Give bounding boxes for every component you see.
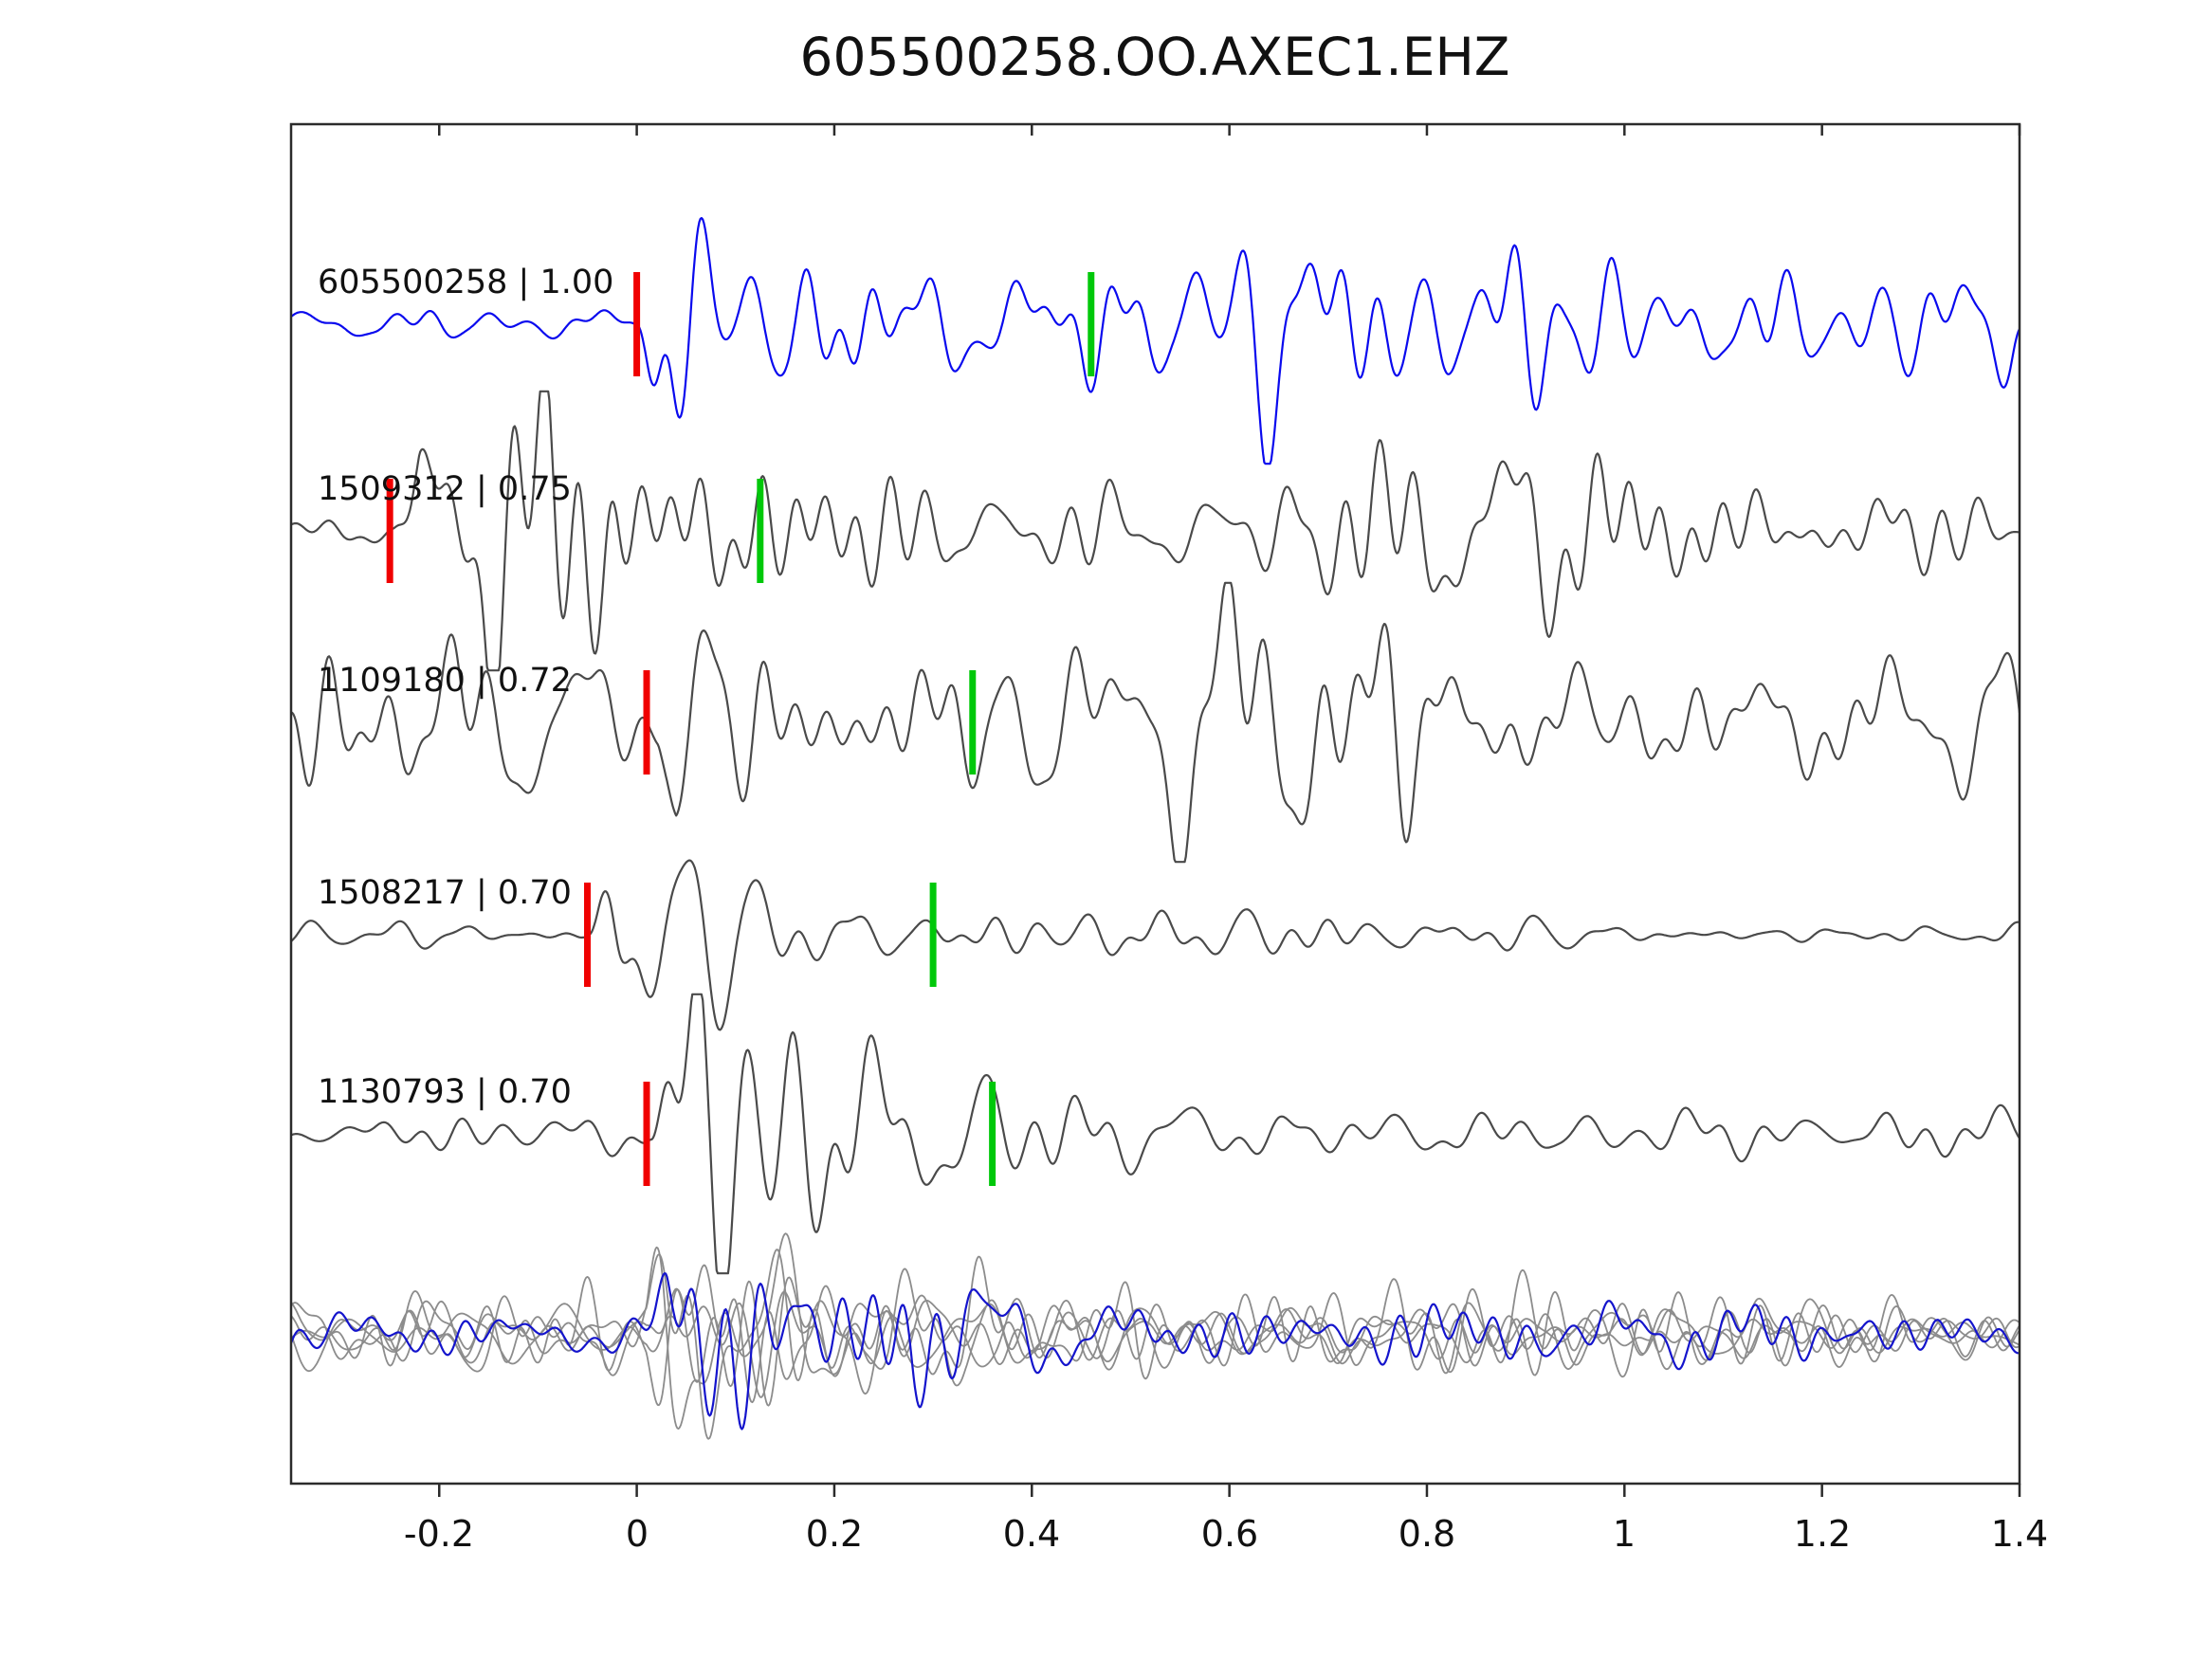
trace-line-605500258 [291, 216, 2020, 465]
trace-line-1109180 [291, 581, 2020, 864]
x-tick-label: 0.4 [1002, 1513, 1061, 1555]
x-tick-label: 0.6 [1200, 1513, 1259, 1555]
x-tick-label: 0 [625, 1513, 649, 1555]
trace-line-1509312 [291, 390, 2020, 672]
trace-label-1109180: 1109180 | 0.72 [318, 662, 572, 700]
trace-line-1508217 [291, 859, 2020, 1031]
x-tick-label: 1 [1612, 1513, 1636, 1555]
overlay-gray-trace-1 [291, 1268, 2020, 1407]
x-tick-label: 1.4 [1990, 1513, 2049, 1555]
overlay-gray-trace-3 [291, 1255, 2020, 1407]
trace-label-1508217: 1508217 | 0.70 [318, 874, 572, 912]
x-tick-label: 1.2 [1793, 1513, 1852, 1555]
figure-title: 605500258.OO.AXEC1.EHZ [799, 27, 1510, 87]
trace-label-1509312: 1509312 | 0.75 [318, 470, 572, 508]
x-tick-label: 0.8 [1398, 1513, 1456, 1555]
x-tick-label: -0.2 [403, 1513, 475, 1555]
trace-label-1130793: 1130793 | 0.70 [318, 1073, 572, 1111]
x-tick-label: 0.2 [805, 1513, 864, 1555]
axes-frame [289, 122, 2021, 1486]
trace-line-1130793 [291, 993, 2020, 1275]
trace-label-605500258: 605500258 | 1.00 [318, 264, 614, 301]
overlay-blue-trace [291, 1272, 2020, 1431]
overlay-gray-trace-4 [291, 1232, 2020, 1430]
overlay-gray-trace-0 [291, 1278, 2020, 1398]
